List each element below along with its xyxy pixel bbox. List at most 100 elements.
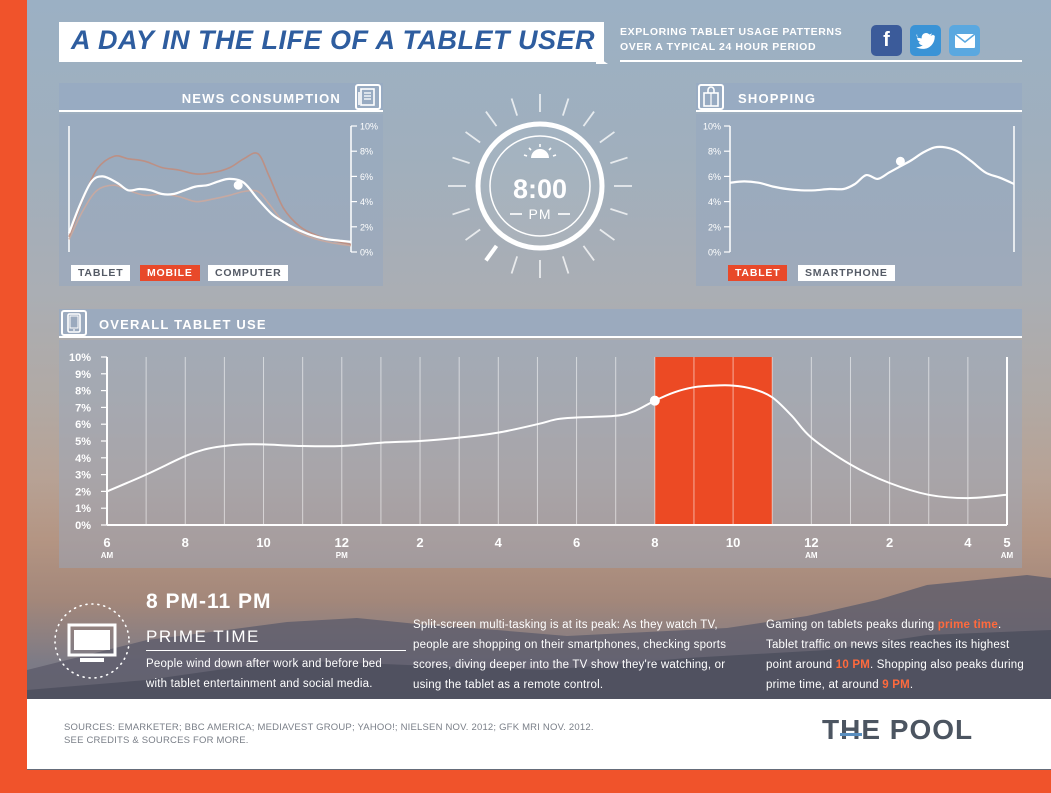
x-tick-label: 12 bbox=[335, 535, 349, 550]
y-tick-label: 8% bbox=[75, 386, 91, 398]
clock-ray bbox=[562, 256, 570, 274]
footer bbox=[27, 699, 1051, 769]
text-span: Gaming on tablets peaks during bbox=[766, 619, 938, 631]
overall-panel-header: OVERALL TABLET USE bbox=[59, 309, 1022, 338]
prime-desc-line: People wind down after work and before b… bbox=[146, 658, 382, 670]
text-span: prime time, at around bbox=[766, 679, 883, 691]
bottom-border bbox=[0, 770, 1051, 793]
clock-ray bbox=[599, 131, 615, 144]
header-divider bbox=[620, 60, 1022, 62]
x-tick-label: 10 bbox=[256, 535, 270, 550]
news-panel-body: 10% 8% 6% 4% 2% 0% TABLET MOBILE COMPUTER bbox=[59, 114, 383, 286]
clock-ray bbox=[485, 111, 498, 127]
text-span: . Shopping also peaks during bbox=[870, 659, 1024, 671]
gaming-line: Tablet traffic on news sites reaches its… bbox=[766, 639, 1010, 651]
y-tick-label: 4% bbox=[708, 197, 721, 207]
clock-ray bbox=[465, 228, 481, 241]
series-line-mobile bbox=[68, 152, 352, 246]
title-banner: A DAY IN THE LIFE OF A TABLET USER bbox=[59, 22, 604, 62]
multitask-line: Split-screen multi-tasking is at its pea… bbox=[413, 619, 718, 631]
series-line-tablet bbox=[106, 384, 1008, 500]
shopping-panel-title: SHOPPING bbox=[738, 91, 817, 106]
y-tick-label: 6% bbox=[75, 419, 91, 431]
clock-ray bbox=[582, 111, 595, 127]
x-tick-sublabel: AM bbox=[805, 551, 818, 560]
tablet-icon bbox=[61, 310, 87, 336]
shopping-chart: 10% 8% 6% 4% 2% 0% bbox=[703, 122, 1015, 258]
prime-time-range: 8 PM-11 PM bbox=[146, 590, 272, 613]
multitask-line: scores, diving deeper into the TV show t… bbox=[413, 659, 726, 671]
y-tick-label: 7% bbox=[75, 402, 91, 414]
clock-time: 8:00 bbox=[513, 174, 567, 204]
email-button[interactable] bbox=[949, 25, 980, 56]
sources: SOURCES: EMARKETER; BBC AMERICA; MEDIAVE… bbox=[64, 721, 594, 747]
highlight-prime-time: prime time bbox=[937, 619, 998, 631]
clock-ray bbox=[510, 98, 518, 116]
y-tick-label: 8% bbox=[360, 147, 373, 157]
y-tick-label: 0% bbox=[360, 248, 373, 258]
y-tick-label: 2% bbox=[360, 222, 373, 232]
series-line-tablet bbox=[67, 175, 352, 243]
x-tick-label: 10 bbox=[726, 535, 740, 550]
clock-ray bbox=[452, 156, 470, 164]
clock-ray bbox=[484, 244, 499, 262]
twitter-button[interactable] bbox=[910, 25, 941, 56]
x-tick-label: 4 bbox=[495, 535, 503, 550]
clock-ray bbox=[610, 156, 628, 164]
clock-ray bbox=[465, 131, 481, 144]
newspaper-icon bbox=[355, 84, 381, 110]
text-span: . bbox=[909, 679, 914, 691]
prime-desc-line: with tablet entertainment and social med… bbox=[146, 678, 373, 690]
y-tick-label: 10% bbox=[703, 122, 721, 132]
news-panel-header: NEWS CONSUMPTION bbox=[59, 83, 383, 112]
gaming-line: point around 10 PM. Shopping also peaks … bbox=[766, 655, 1024, 675]
gaming-text: Gaming on tablets peaks during prime tim… bbox=[766, 615, 1024, 695]
y-tick-label: 6% bbox=[360, 172, 373, 182]
y-tick-label: 10% bbox=[360, 122, 378, 132]
highlight-point bbox=[233, 180, 243, 190]
y-tick-label: 3% bbox=[75, 470, 91, 482]
shopping-panel-header: SHOPPING bbox=[696, 83, 1022, 112]
clock-ray bbox=[610, 208, 628, 216]
x-tick-label: 6 bbox=[573, 535, 580, 550]
tv-icon bbox=[67, 623, 117, 662]
clock-ray bbox=[562, 98, 570, 116]
x-tick-label: 2 bbox=[416, 535, 423, 550]
y-tick-label: 5% bbox=[75, 436, 91, 448]
facebook-icon: f bbox=[883, 29, 890, 51]
gaming-line: prime time, at around 9 PM. bbox=[766, 675, 1024, 695]
tv-badge bbox=[54, 603, 130, 679]
prime-time-band bbox=[654, 357, 773, 525]
text-span: point around bbox=[766, 659, 836, 671]
sources-line: SOURCES: EMARKETER; BBC AMERICA; MEDIAVE… bbox=[64, 722, 594, 733]
mountain-silhouette bbox=[27, 575, 1051, 700]
clock-ray bbox=[510, 256, 518, 274]
x-tick-sublabel: AM bbox=[101, 551, 114, 560]
legend-tablet: TABLET bbox=[728, 265, 788, 281]
highlight-10pm: 10 PM bbox=[835, 659, 870, 671]
y-tick-label: 1% bbox=[75, 503, 91, 515]
multitask-line: people are shopping on their smartphones… bbox=[413, 639, 727, 651]
legend-computer: COMPUTER bbox=[208, 265, 289, 281]
multitask-line: using the tablet as a remote control. bbox=[413, 679, 604, 691]
y-tick-label: 0% bbox=[75, 520, 91, 532]
subtitle-line-1: EXPLORING TABLET USAGE PATTERNS bbox=[620, 26, 843, 38]
legend-tablet: TABLET bbox=[71, 265, 131, 281]
credits-link[interactable]: SEE CREDITS & SOURCES FOR MORE. bbox=[64, 735, 249, 746]
y-tick-label: 0% bbox=[708, 248, 721, 258]
legend-mobile: MOBILE bbox=[140, 265, 200, 281]
x-tick-label: 12 bbox=[804, 535, 818, 550]
facebook-button[interactable]: f bbox=[871, 25, 902, 56]
clock-widget: 8:00 PM bbox=[448, 94, 632, 278]
clock-ray bbox=[599, 228, 615, 241]
brand-logo[interactable]: THE POOL bbox=[822, 714, 974, 745]
subtitle-line-2: OVER A TYPICAL 24 HOUR PERIOD bbox=[620, 41, 817, 53]
y-tick-label: 10% bbox=[69, 352, 91, 364]
x-tick-label: 8 bbox=[651, 535, 658, 550]
twitter-icon bbox=[910, 25, 941, 56]
x-tick-sublabel: PM bbox=[336, 551, 348, 560]
page-title: A DAY IN THE LIFE OF A TABLET USER bbox=[71, 25, 596, 55]
x-tick-sublabel: AM bbox=[1001, 551, 1014, 560]
highlight-point bbox=[895, 156, 905, 166]
series-line-computer bbox=[68, 184, 352, 247]
